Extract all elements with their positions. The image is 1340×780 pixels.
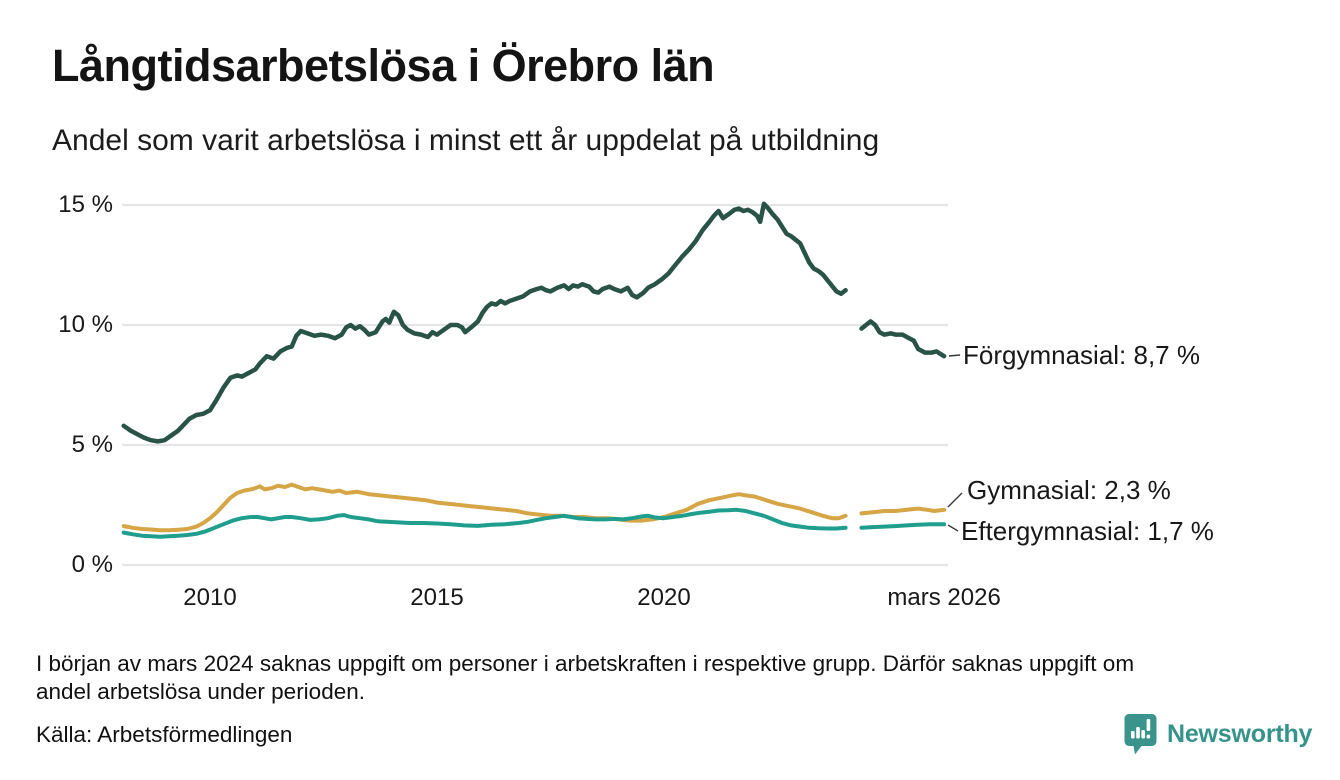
- label-connector-gymnasial: [947, 492, 963, 508]
- x-axis-tick-label: 2010: [183, 584, 237, 611]
- series-line-eftergymnasial: [121, 507, 848, 539]
- series-line-forgymnasial: [121, 201, 848, 444]
- series-line-eftergymnasial: [859, 522, 947, 530]
- x-axis-tick-label: 2020: [637, 584, 691, 611]
- newsworthy-wordmark: Newsworthy: [1167, 720, 1313, 748]
- line-chart: 0 % 5 % 10 % 15 % 2010 2015 2020 mars 2026 Förgy…: [58, 191, 1214, 611]
- plot-area: [121, 201, 963, 567]
- newsworthy-logo: Newsworthy: [1124, 713, 1312, 756]
- y-axis-tick-label: 10 %: [58, 311, 113, 338]
- series-label-eftergymnasial: Eftergymnasial: 1,7 %: [961, 516, 1214, 546]
- page-title: Långtidsarbetslösa i Örebro län: [52, 40, 715, 91]
- x-axis-tick-label: 2015: [410, 584, 464, 611]
- y-axis-tick-label: 0 %: [71, 551, 113, 578]
- series-label-gymnasial: Gymnasial: 2,3 %: [967, 475, 1171, 505]
- footnote: I början av mars 2024 saknas uppgift om …: [36, 650, 1134, 706]
- footnote-line-1: I början av mars 2024 saknas uppgift om …: [36, 651, 1135, 676]
- newsworthy-pin-icon: [1124, 714, 1157, 755]
- footnote-line-2: andel arbetslösa under perioden.: [36, 679, 365, 704]
- x-axis-tick-label: mars 2026: [887, 584, 1001, 611]
- series-label-forgymnasial: Förgymnasial: 8,7 %: [963, 340, 1200, 370]
- page-subtitle: Andel som varit arbetslösa i minst ett å…: [52, 124, 880, 157]
- series-line-gymnasial: [859, 506, 947, 516]
- source-text: Källa: Arbetsförmedlingen: [36, 722, 293, 747]
- series-line-gymnasial: [121, 482, 848, 533]
- label-connector-eftergymnasial: [947, 524, 959, 532]
- series-line-forgymnasial: [859, 319, 947, 359]
- label-connector-forgymnasial: [948, 354, 961, 357]
- y-axis-tick-label: 5 %: [71, 431, 113, 458]
- y-axis-tick-label: 15 %: [58, 191, 113, 218]
